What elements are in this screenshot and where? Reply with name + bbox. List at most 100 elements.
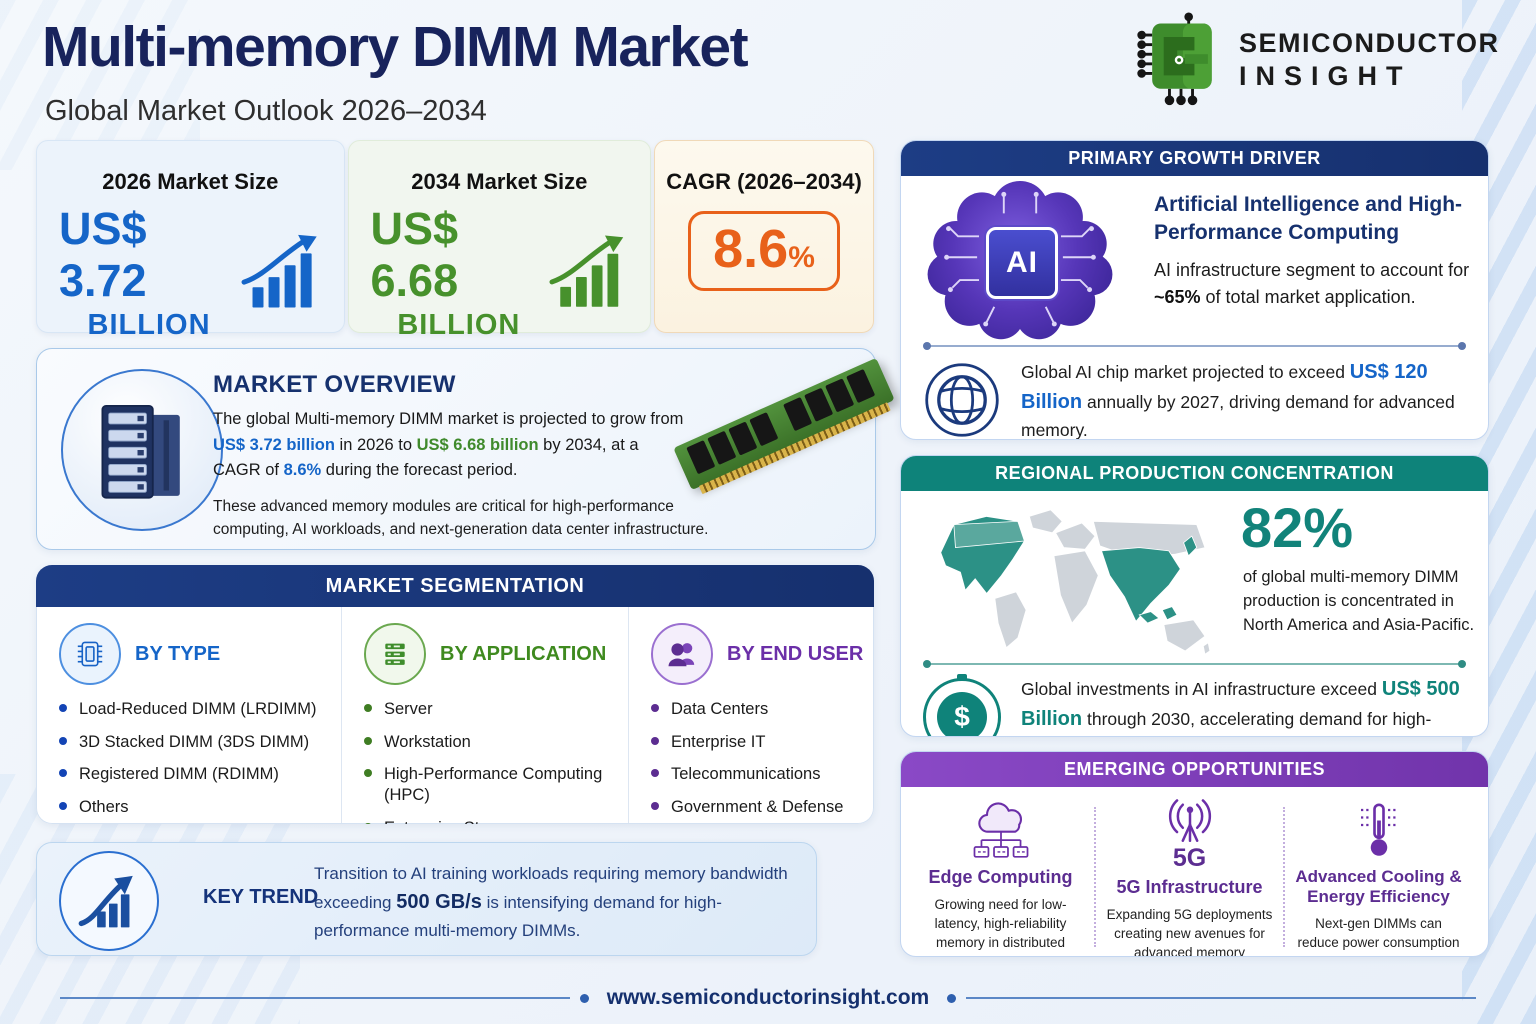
dotted-divider	[1094, 807, 1096, 947]
overview-cagr-value: 8.6%	[283, 461, 322, 480]
regional-stat-desc: of global multi-memory DIMM production i…	[1243, 568, 1475, 634]
users-icon	[668, 643, 695, 667]
by-application-list: Server Workstation High-Performance Comp…	[364, 699, 628, 824]
key-trend-label: KEY TREND	[203, 886, 319, 908]
growth-driver-banner: PRIMARY GROWTH DRIVER	[901, 141, 1488, 176]
segment-by-type: BY TYPE Load-Reduced DIMM (LRDIMM) 3D St…	[37, 607, 342, 823]
segmentation-body: BY TYPE Load-Reduced DIMM (LRDIMM) 3D St…	[36, 607, 874, 824]
investment-note: $ Global investments in AI infrastructur…	[923, 674, 1463, 736]
server-stack-icon	[385, 643, 405, 665]
regional-production-card: REGIONAL PRODUCTION CONCENTRATION 82% of…	[900, 455, 1489, 737]
stat-card-2034: 2034 Market Size US$ 6.68 BILLION	[347, 140, 652, 341]
stat-2026-value: US$ 3.72	[59, 203, 147, 306]
page-title: Multi-memory DIMM Market	[42, 15, 749, 79]
list-item: Data Centers	[651, 699, 873, 720]
list-item: Registered DIMM (RDIMM)	[59, 764, 341, 785]
chip-market-value: US$ 120 Billion	[1021, 361, 1428, 413]
cooling-desc: Next-gen DIMMs can reduce power consumpt…	[1293, 914, 1464, 956]
divider	[923, 660, 1466, 668]
opportunity-cooling: Advanced Cooling & Energy Efficiency Nex…	[1285, 799, 1472, 956]
ai-chip-market-text: Global AI chip market projected to excee…	[1021, 361, 1455, 440]
list-item: Load-Reduced DIMM (LRDIMM)	[59, 699, 341, 720]
regional-banner: REGIONAL PRODUCTION CONCENTRATION	[901, 456, 1488, 491]
opportunity-edge-computing: Edge Computing Growing need for low-late…	[907, 799, 1094, 956]
stat-2034-unit: BILLION	[397, 308, 521, 341]
segmentation-banner: MARKET SEGMENTATION	[36, 565, 874, 607]
growth-driver-heading: Artificial Intelligence and High-Perform…	[1154, 193, 1463, 245]
footer-line-right	[966, 997, 1476, 999]
logo-line1: SEMICONDUCTOR	[1239, 28, 1500, 58]
ai-chip-label: AI	[986, 227, 1058, 299]
edge-computing-title: Edge Computing	[928, 867, 1073, 887]
stat-2034-value: US$ 6.68	[370, 203, 459, 306]
market-segmentation-card: MARKET SEGMENTATION	[36, 565, 874, 824]
investment-text: Global investments in AI infrastructure …	[1021, 678, 1460, 730]
emerging-opportunities-card: EMERGING OPPORTUNITIES	[900, 751, 1489, 957]
cagr-value: 8.6	[713, 219, 789, 279]
chip-icon-circle	[59, 623, 121, 685]
bandwidth-highlight: 500 GB/s	[396, 891, 482, 914]
divider	[923, 342, 1466, 350]
overview-paragraph-2: These advanced memory modules are critic…	[213, 498, 709, 539]
trend-arrow-icon-circle	[59, 851, 159, 951]
overview-text: by 2034, at a CAGR of	[213, 435, 639, 480]
list-item: High-Performance Computing (HPC)	[364, 764, 628, 805]
logo-line2: INSIGHT	[1239, 61, 1412, 91]
opportunities-body: Edge Computing Growing need for low-late…	[901, 787, 1488, 956]
stat-2034-label: 2034 Market Size	[411, 169, 588, 194]
server-icon-circle	[61, 369, 223, 531]
stat-2026-unit: BILLION	[87, 308, 211, 341]
overview-value-2026: US$ 3.72 billion	[213, 435, 335, 454]
opportunities-banner: EMERGING OPPORTUNITIES	[901, 752, 1488, 787]
overview-text: in 2026 to	[334, 435, 417, 454]
power-reduction-highlight: 40%	[1372, 954, 1402, 956]
users-icon-circle	[651, 623, 713, 685]
list-item: Workstation	[364, 732, 628, 753]
stat-card-2026: 2026 Market Size US$ 3.72 BILLION	[36, 140, 345, 341]
by-application-title: BY APPLICATION	[440, 642, 607, 665]
investment-value: US$ 500 Billion	[1021, 678, 1460, 730]
dollar-icon: $	[923, 674, 1001, 736]
overview-value-2034: US$ 6.68 billion	[416, 435, 539, 454]
dimm-module-image	[673, 357, 895, 495]
server-stack-icon-circle	[364, 623, 426, 685]
stat-cards-row: 2026 Market Size US$ 3.72 BILLION	[36, 140, 874, 341]
memory-chip-icon	[77, 641, 103, 667]
list-item: Server	[364, 699, 628, 720]
ai-share-highlight: ~65%	[1154, 287, 1201, 307]
globe-icon	[925, 363, 999, 437]
thermometer-icon	[1360, 803, 1397, 856]
stat-card-cagr: CAGR (2026–2034) 8.6%	[654, 140, 874, 333]
semiconductor-chip-logo-icon	[1137, 12, 1212, 106]
dotted-divider	[1283, 807, 1285, 947]
footer-url[interactable]: www.semiconductorinsight.com	[606, 986, 930, 1009]
logo-wordmark: SEMICONDUCTOR INSIGHT	[1239, 28, 1500, 92]
market-overview-card: MARKET OVERVIEW The global Multi-memory …	[36, 348, 895, 550]
footer: www.semiconductorinsight.com	[60, 986, 1476, 1010]
cooling-title: Advanced Cooling & Energy Efficiency	[1295, 867, 1462, 907]
list-item: 3D Stacked DIMM (3DS DIMM)	[59, 732, 341, 753]
overview-paragraph-1: The global Multi-memory DIMM market is p…	[213, 407, 685, 484]
edge-cloud-network-icon	[973, 802, 1028, 858]
5g-antenna-icon	[1168, 799, 1211, 842]
cagr-value-box: 8.6%	[688, 211, 841, 291]
growth-driver-body: AI infrastructure segment to account for…	[1154, 260, 1470, 307]
edge-computing-desc: Growing need for low-latency, high-relia…	[934, 896, 1067, 956]
footer-line-left	[60, 997, 570, 999]
list-item: Telecommunications	[651, 764, 873, 785]
5g-icon-label: 5G	[1172, 844, 1207, 872]
page-subtitle: Global Market Outlook 2026–2034	[45, 95, 487, 127]
by-type-title: BY TYPE	[135, 642, 221, 665]
key-trend-card: KEY TREND Transition to AI training work…	[36, 842, 817, 956]
by-end-user-title: BY END USER	[727, 642, 864, 665]
by-type-list: Load-Reduced DIMM (LRDIMM) 3D Stacked DI…	[59, 699, 341, 818]
footer-dot-right	[947, 993, 957, 1003]
cagr-label: CAGR (2026–2034)	[666, 169, 862, 194]
overview-heading: MARKET OVERVIEW	[213, 371, 456, 398]
footer-dot-left	[579, 993, 589, 1003]
overview-text: during the forecast period.	[321, 461, 518, 480]
growth-chart-icon	[241, 235, 317, 308]
key-trend-text: Transition to AI training workloads requ…	[314, 864, 788, 941]
growth-chart-icon	[549, 235, 624, 308]
